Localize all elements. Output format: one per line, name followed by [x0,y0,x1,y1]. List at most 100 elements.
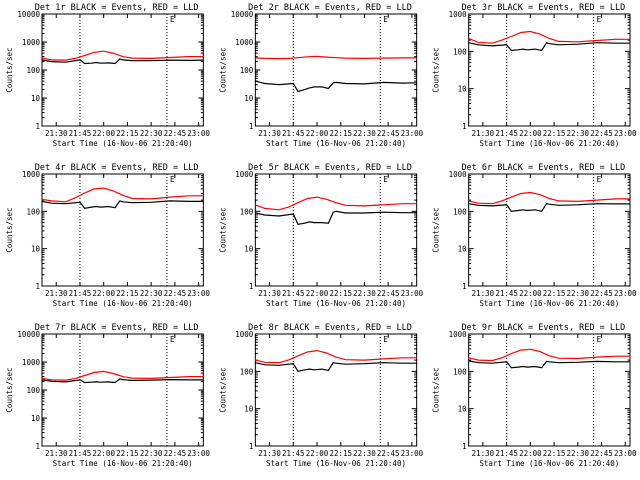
x-tick-label: 22:45 [377,289,400,298]
y-tick-label: 1 [462,442,467,451]
series-line-lld [41,370,204,381]
series-line-events [468,203,630,212]
series-line-lld [468,30,630,44]
x-tick-label: 21:45 [495,449,518,458]
y-tick-label: 1 [249,442,254,451]
y-axis-label: Counts/sec [218,367,227,412]
x-tick-label: 22:45 [590,449,613,458]
x-tick-label: 21:30 [258,289,281,298]
x-tick-label: 22:45 [164,289,187,298]
corner-label: E [597,175,602,184]
x-tick-label: 22:30 [567,129,590,138]
x-tick-label: 21:45 [69,129,92,138]
y-tick-label: 1 [462,122,467,131]
chart-panel-9: Det 9r BLACK = Events, RED = LLD E 1 10 100 1… [432,323,637,468]
y-tick-label: 1 [35,122,40,131]
x-axis-label: Start Time (16-Nov-06 21:20:40) [53,299,193,308]
y-tick-label: 1 [249,282,254,291]
corner-label: E [170,15,175,24]
x-tick-label: 22:30 [140,129,163,138]
x-tick-label: 21:30 [45,449,68,458]
x-axis-label: Start Time (16-Nov-06 21:20:40) [53,139,193,148]
y-tick-label: 1000 [449,330,468,339]
corner-label: E [383,175,388,184]
y-tick-label: 10 [458,245,468,254]
y-tick-label: 1 [249,122,254,131]
x-tick-label: 22:15 [543,129,566,138]
plot-frame [468,173,631,287]
x-tick-label: 22:30 [353,289,376,298]
y-tick-label: 100 [240,207,254,216]
y-axis-label: Counts/sec [218,207,227,252]
x-tick-label: 22:00 [92,129,115,138]
y-tick-label: 10 [458,85,468,94]
x-tick-label: 21:30 [472,129,495,138]
x-tick-label: 22:30 [353,449,376,458]
series-line-events [468,360,630,369]
plot-frame [254,173,418,287]
series-line-lld [41,187,204,203]
y-tick-label: 100 [453,367,467,376]
corner-label: E [597,335,602,344]
chart-panel-4: Det 4r BLACK = Events, RED = LLD E 1 10 100 1… [5,163,210,308]
x-tick-label: 22:30 [567,449,590,458]
x-axis-label: Start Time (16-Nov-06 21:20:40) [479,139,619,148]
x-axis-label: Start Time (16-Nov-06 21:20:40) [266,299,406,308]
x-tick-label: 22:00 [306,129,329,138]
y-tick-label: 100 [26,66,40,75]
x-tick-label: 22:45 [377,449,400,458]
x-tick-label: 23:00 [401,449,424,458]
plot-frame [254,13,418,127]
x-tick-label: 21:30 [45,289,68,298]
x-tick-label: 22:00 [519,129,542,138]
x-axis-label: Start Time (16-Nov-06 21:20:40) [479,459,619,468]
plot-frame [41,333,204,447]
y-tick-label: 1000 [22,358,41,367]
y-axis-label: Counts/sec [5,367,14,412]
x-tick-label: 22:15 [116,289,139,298]
x-tick-label: 22:30 [140,449,163,458]
x-tick-label: 22:30 [353,129,376,138]
x-tick-label: 22:45 [377,129,400,138]
y-tick-label: 1000 [22,38,41,47]
y-tick-label: 10 [244,94,254,103]
y-axis-label: Counts/sec [432,207,441,252]
y-tick-label: 1000 [235,170,254,179]
x-tick-label: 22:15 [116,129,139,138]
chart-title: Det 2r BLACK = Events, RED = LLD [248,3,412,13]
x-tick-label: 21:45 [282,449,305,458]
series-line-lld [41,50,204,61]
x-tick-label: 23:00 [401,289,424,298]
x-tick-label: 21:45 [282,129,305,138]
y-tick-label: 1000 [449,10,468,19]
x-tick-label: 23:00 [614,129,637,138]
x-tick-label: 21:30 [258,129,281,138]
x-tick-label: 21:30 [258,449,281,458]
y-axis-label: Counts/sec [218,47,227,92]
chart-title: Det 7r BLACK = Events, RED = LLD [35,323,199,333]
x-tick-label: 23:00 [187,289,210,298]
y-axis-label: Counts/sec [5,207,14,252]
x-tick-label: 21:45 [495,289,518,298]
plot-frame [468,13,631,127]
x-tick-label: 22:45 [164,449,187,458]
series-line-events [41,378,204,384]
chart-title: Det 3r BLACK = Events, RED = LLD [461,3,625,13]
chart-panel-5: Det 5r BLACK = Events, RED = LLD E 1 10 100 1… [218,163,423,308]
corner-label: E [597,15,602,24]
y-tick-label: 100 [453,207,467,216]
x-tick-label: 21:45 [282,289,305,298]
x-tick-label: 22:15 [543,289,566,298]
y-tick-label: 1000 [235,330,254,339]
x-tick-label: 23:00 [401,129,424,138]
x-tick-label: 21:30 [45,129,68,138]
x-tick-label: 23:00 [187,129,210,138]
x-tick-label: 22:15 [116,449,139,458]
plot-frame [254,333,418,447]
x-tick-label: 22:00 [92,289,115,298]
chart-panel-6: Det 6r BLACK = Events, RED = LLD E 1 10 100 1… [432,163,637,308]
x-tick-label: 22:30 [140,289,163,298]
x-tick-label: 21:45 [495,129,518,138]
x-axis-label: Start Time (16-Nov-06 21:20:40) [266,459,406,468]
